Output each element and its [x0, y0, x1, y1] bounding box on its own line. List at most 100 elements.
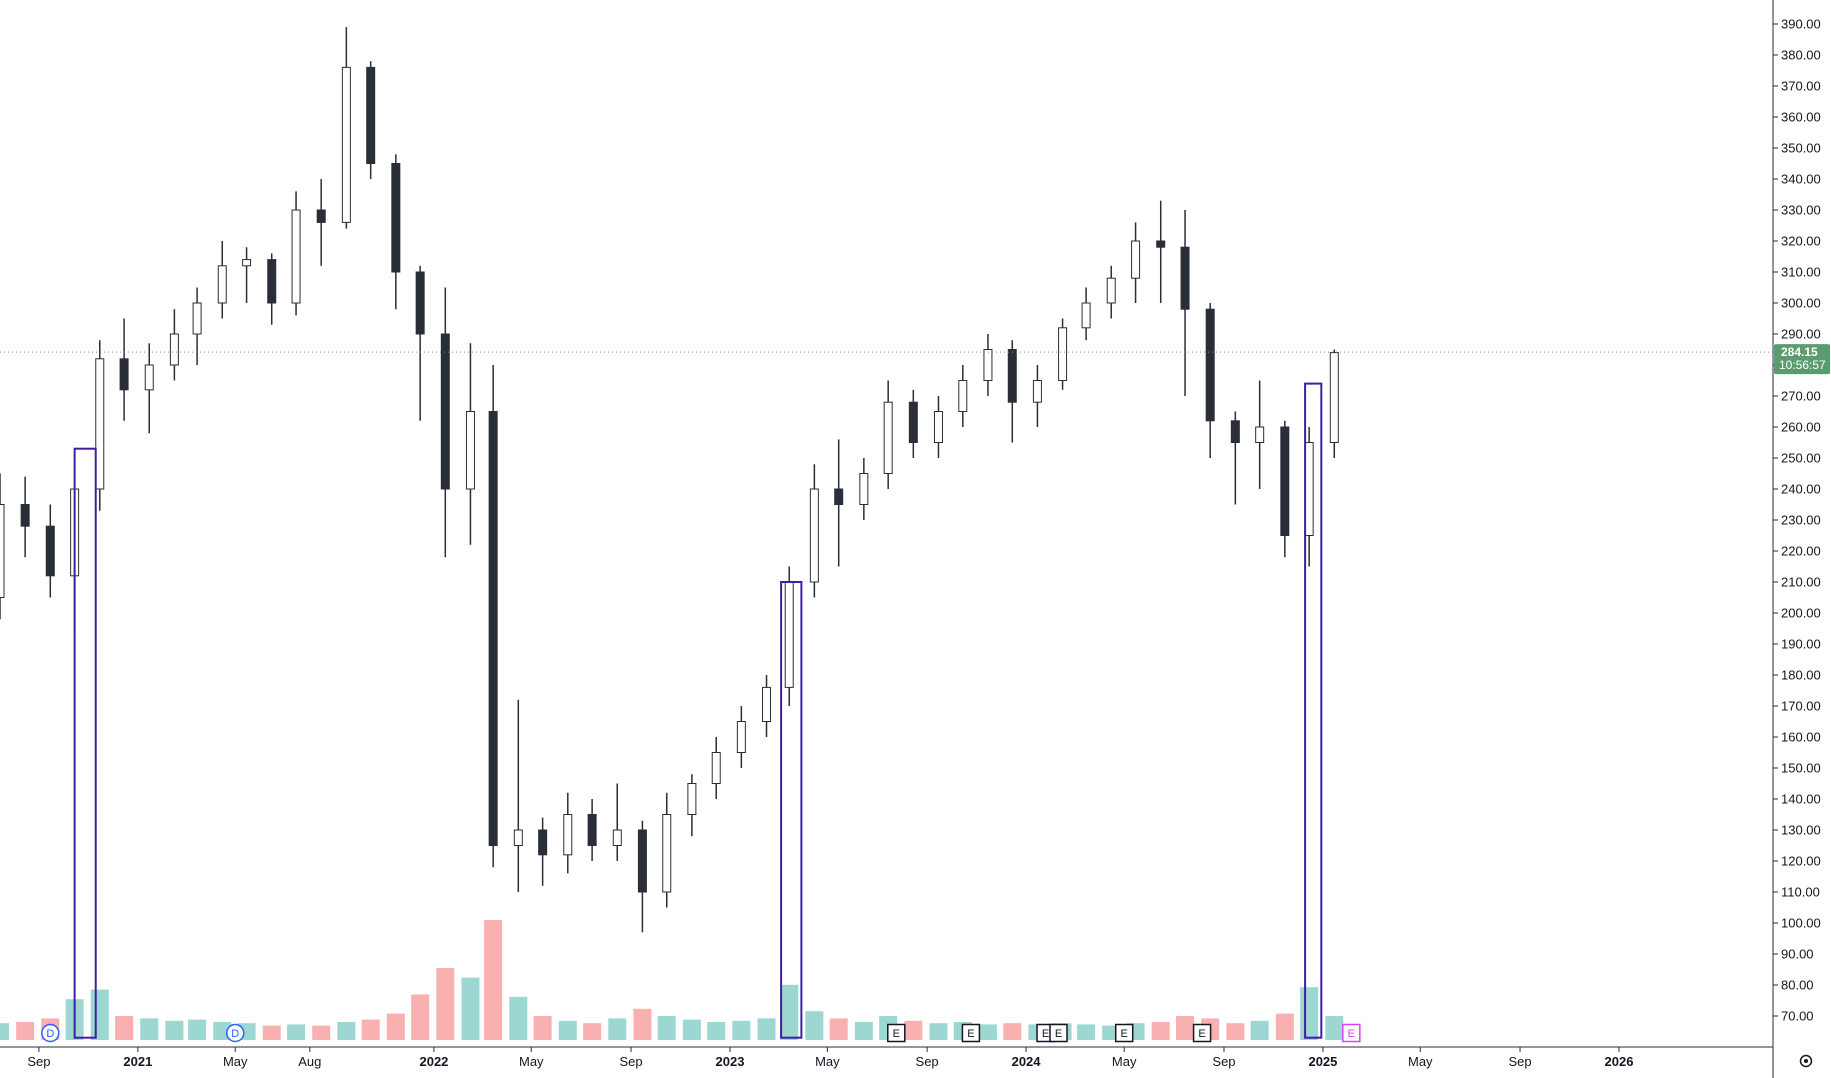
candle [45, 504, 55, 598]
candle-body [242, 259, 252, 267]
volume-bar [337, 1022, 356, 1040]
y-tick-label: 260.00 [1781, 420, 1821, 435]
volume-bar [436, 968, 455, 1040]
dividend-marker[interactable]: D [225, 1023, 245, 1043]
earnings-marker-box [887, 1023, 906, 1043]
volume-bar [386, 1013, 405, 1040]
volume-bar [1003, 1023, 1022, 1040]
candle-body [762, 686, 772, 723]
candle [784, 566, 794, 706]
last-price-label: 284.15 10:56:57 [1774, 344, 1830, 375]
event-marker-label: E [1198, 1028, 1205, 1040]
volume-bar [805, 1011, 824, 1040]
candle [1131, 222, 1141, 303]
dividend-marker[interactable]: D [41, 1023, 60, 1043]
y-axis[interactable]: 70.00 80.00 90.00 100.00 110.00 120.00 130.00 1… [1773, 17, 1821, 1024]
volume-bar [583, 1023, 602, 1040]
volume-bar [657, 1016, 676, 1040]
candle-body [119, 358, 129, 391]
y-tick-label: 290.00 [1781, 327, 1821, 342]
candle-body [662, 814, 672, 893]
candle [1032, 365, 1042, 427]
y-tick-label: 210.00 [1781, 575, 1821, 590]
candle [809, 464, 819, 598]
volume-bar [978, 1024, 997, 1040]
volume-bar [682, 1019, 701, 1040]
candle-body [883, 401, 893, 475]
volume-bar [361, 1019, 380, 1040]
y-tick-label: 300.00 [1781, 296, 1821, 311]
candle-body [1329, 352, 1339, 444]
candle [859, 458, 869, 520]
earnings-marker[interactable]: E [887, 1023, 906, 1043]
highlight-box[interactable] [1304, 382, 1323, 1039]
volume-bar [780, 984, 799, 1040]
earnings-marker[interactable]: E [1342, 1023, 1361, 1043]
candle [958, 365, 968, 427]
x-tick-label: Aug [298, 1054, 321, 1069]
highlight-box[interactable] [780, 581, 803, 1039]
candle [538, 817, 548, 886]
earnings-marker-box [1342, 1023, 1361, 1043]
candle [662, 792, 672, 908]
candle [242, 247, 252, 303]
gear-icon[interactable] [1799, 1054, 1813, 1068]
volume-bar [829, 1018, 848, 1040]
event-marker-label: E [1121, 1028, 1128, 1040]
candle [637, 820, 647, 933]
dividend-marker-circle [225, 1023, 245, 1043]
candlesticks [0, 27, 1339, 933]
y-tick-label: 150.00 [1781, 761, 1821, 776]
event-marker-label: E [967, 1028, 974, 1040]
candle [883, 380, 893, 489]
candle [687, 774, 697, 837]
candle [736, 706, 746, 768]
y-tick-label: 200.00 [1781, 606, 1821, 621]
x-tick-label: Sep [916, 1054, 939, 1069]
x-tick-label: 2024 [1012, 1054, 1042, 1069]
volume-bar [854, 1022, 873, 1040]
candle [563, 792, 573, 874]
candle [391, 154, 401, 310]
volume-bar [140, 1018, 159, 1040]
volume-bar [533, 1016, 552, 1040]
earnings-marker[interactable]: E [1192, 1023, 1212, 1043]
candle [1007, 340, 1017, 443]
highlight-box[interactable] [73, 447, 97, 1039]
earnings-marker[interactable]: E [1114, 1023, 1134, 1043]
volume-bar [1151, 1022, 1170, 1040]
candle-body [784, 581, 794, 688]
y-tick-label: 110.00 [1781, 885, 1820, 900]
candle [1106, 265, 1116, 319]
event-marker-label: E [1042, 1028, 1049, 1040]
event-marker-label: E [1348, 1028, 1355, 1040]
highlight-boxes[interactable] [73, 382, 1323, 1039]
y-tick-label: 220.00 [1781, 544, 1821, 559]
x-tick-label: 2021 [123, 1054, 152, 1069]
candle [1205, 303, 1215, 458]
y-tick-label: 170.00 [1781, 699, 1821, 714]
candle [1255, 380, 1265, 489]
candle-body [1081, 302, 1091, 329]
candle-body [192, 302, 202, 335]
x-tick-label: 2023 [716, 1054, 745, 1069]
candle-body [267, 259, 277, 304]
candle-body [465, 411, 475, 490]
candle-body [933, 411, 943, 443]
candle-body [488, 411, 498, 846]
event-marker-label: E [893, 1028, 900, 1040]
earnings-marker[interactable]: E [961, 1023, 981, 1043]
volume-bar [312, 1025, 331, 1040]
candle [933, 396, 943, 458]
y-tick-label: 320.00 [1781, 234, 1821, 249]
x-axis[interactable]: Sep 2021 May Aug 2022 May Sep 2023 May Sep 2024 May… [27, 1047, 1633, 1069]
x-tick-label: May [1112, 1054, 1137, 1069]
candle [366, 61, 376, 179]
candle-body [341, 66, 351, 223]
dividend-marker-circle [41, 1023, 60, 1043]
event-marker-label: E [1055, 1028, 1062, 1040]
earnings-marker[interactable]: E [1049, 1023, 1068, 1043]
x-tick-label: Sep [619, 1054, 642, 1069]
